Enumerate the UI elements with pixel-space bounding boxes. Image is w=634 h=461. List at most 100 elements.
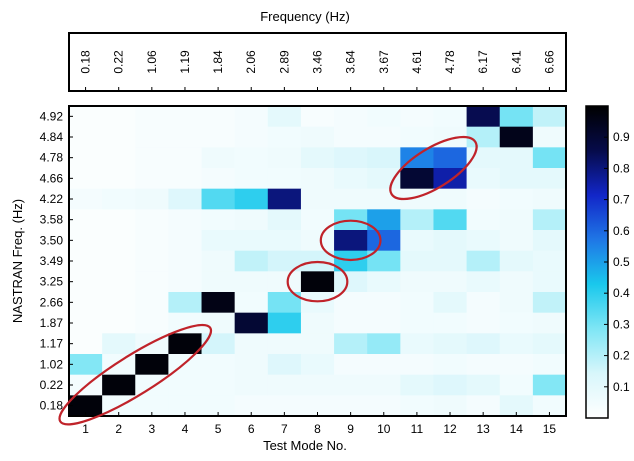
heatmap-cell xyxy=(433,188,468,210)
heatmap-cell xyxy=(102,354,136,376)
heatmap-cell xyxy=(234,250,269,272)
highlight-ellipse xyxy=(58,323,213,426)
heatmap-cell xyxy=(69,333,103,355)
highlight-ellipses xyxy=(58,135,478,426)
heatmap-cell xyxy=(499,147,534,169)
heatmap-cell xyxy=(102,126,136,148)
heatmap-cell xyxy=(532,126,567,148)
heatmap-cell xyxy=(499,312,534,334)
heatmap-cell xyxy=(168,209,203,231)
heatmap-cell xyxy=(499,292,534,314)
heatmap-cell xyxy=(69,230,103,252)
heatmap-cell xyxy=(102,271,136,293)
heatmap-cell xyxy=(334,168,368,190)
heatmap-cell xyxy=(400,230,434,252)
heatmap-cell xyxy=(334,292,368,314)
heatmap-cell xyxy=(135,374,169,396)
x-axis-ticks: 1 2 3 4 5 6 7 8 9 10 11 12 13 14 15 xyxy=(82,412,556,436)
heatmap-cell xyxy=(334,250,368,272)
heatmap-cell xyxy=(532,106,567,128)
heatmap-cell xyxy=(168,271,203,293)
heatmap-cell xyxy=(135,147,169,169)
heatmap-cell xyxy=(234,374,269,396)
heatmap-cell xyxy=(69,188,103,210)
highlight-ellipse xyxy=(286,260,349,303)
heatmap-cell xyxy=(466,209,501,231)
heatmap-cell xyxy=(168,168,203,190)
heatmap-cell xyxy=(300,271,335,293)
colorbar-tick-label: 0.7 xyxy=(613,193,630,207)
top-tick-label: 0.18 xyxy=(79,50,93,74)
heatmap-cell xyxy=(234,168,269,190)
heatmap-cell xyxy=(168,250,203,272)
top-tick-label: 1.84 xyxy=(211,50,225,74)
heatmap-cell xyxy=(499,106,534,128)
heatmap-cell xyxy=(300,333,335,355)
heatmap-cell xyxy=(135,354,169,376)
top-tick-label: 6.17 xyxy=(476,50,490,74)
heatmap-cell xyxy=(168,147,203,169)
heatmap-cell xyxy=(201,168,236,190)
heatmap-cell xyxy=(334,106,368,128)
heatmap-cell xyxy=(69,395,103,417)
heatmap-cell xyxy=(367,292,401,314)
heatmap-cell xyxy=(532,395,567,417)
heatmap-cell xyxy=(532,271,567,293)
heatmap-cell xyxy=(334,333,368,355)
heatmap-cell xyxy=(234,271,269,293)
heatmap-cell xyxy=(201,395,236,417)
colorbar-tick-label: 0.9 xyxy=(613,130,630,144)
heatmap-cell xyxy=(334,188,368,210)
heatmap-cell xyxy=(466,106,501,128)
colorbar-tick-label: 0.5 xyxy=(613,255,630,269)
heatmap-cell xyxy=(267,106,302,128)
heatmap-cell xyxy=(466,168,501,190)
heatmap-cell xyxy=(532,188,567,210)
x-tick-label: 4 xyxy=(182,422,189,436)
heatmap-cell xyxy=(300,354,335,376)
heatmap-cell xyxy=(267,168,302,190)
heatmap-cell xyxy=(102,292,136,314)
heatmap-cell xyxy=(267,147,302,169)
heatmap-cell xyxy=(300,395,335,417)
heatmap-cell xyxy=(102,147,136,169)
heatmap-cell xyxy=(234,292,269,314)
heatmap-cell xyxy=(466,333,501,355)
heatmap-cell xyxy=(367,168,401,190)
top-tick-label: 1.06 xyxy=(145,50,159,74)
heatmap-cell xyxy=(400,292,434,314)
heatmap-cell xyxy=(367,395,401,417)
heatmap-cell xyxy=(168,292,203,314)
heatmap-cell xyxy=(267,209,302,231)
top-axis-title: Frequency (Hz) xyxy=(260,9,350,24)
heatmap-cell xyxy=(201,374,236,396)
heatmap-cell xyxy=(433,354,468,376)
y-tick-label: 1.87 xyxy=(40,316,64,330)
heatmap-cell xyxy=(234,106,269,128)
heatmap-cell xyxy=(234,354,269,376)
heatmap-cell xyxy=(69,312,103,334)
heatmap-cell xyxy=(135,168,169,190)
heatmap-cells xyxy=(69,106,567,417)
heatmap-cell xyxy=(168,188,203,210)
heatmap-cell xyxy=(300,209,335,231)
heatmap-cell xyxy=(69,168,103,190)
x-tick-label: 2 xyxy=(115,422,122,436)
heatmap-cell xyxy=(433,312,468,334)
heatmap-cell xyxy=(102,188,136,210)
heatmap-cell xyxy=(433,230,468,252)
x-tick-label: 10 xyxy=(377,422,391,436)
heatmap-cell xyxy=(532,250,567,272)
heatmap-cell xyxy=(69,250,103,272)
heatmap-cell xyxy=(300,312,335,334)
heatmap-cell xyxy=(300,106,335,128)
heatmap-cell xyxy=(334,374,368,396)
x-tick-label: 14 xyxy=(510,422,524,436)
colorbar-tick-label: 0.4 xyxy=(613,286,630,300)
colorbar-tick-label: 0.3 xyxy=(613,317,630,331)
heatmap-cell xyxy=(234,230,269,252)
heatmap-cell xyxy=(300,168,335,190)
heatmap-cell xyxy=(267,250,302,272)
top-axis-ticks: 0.18 0.22 1.06 1.19 1.84 2.06 2.89 3.46 3.64 3.67… xyxy=(79,50,556,91)
